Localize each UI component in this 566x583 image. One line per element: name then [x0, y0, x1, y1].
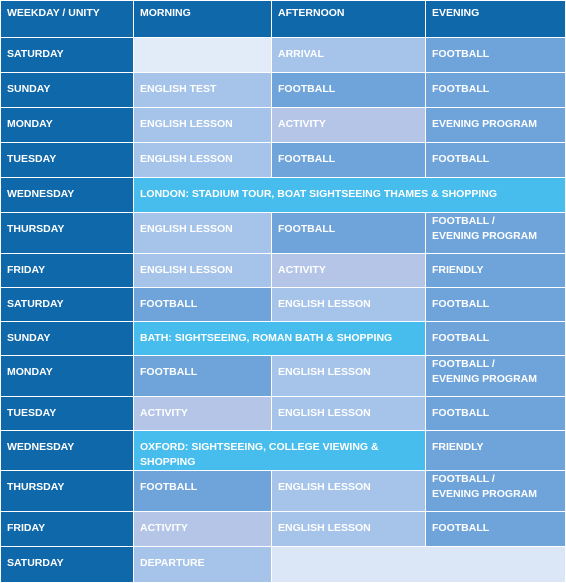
- excursion-cell: OXFORD: SIGHTSEEING, COLLEGE VIEWING & S…: [133, 430, 426, 471]
- activity-cell: ENGLISH TEST: [133, 72, 272, 108]
- day-cell: SATURDAY: [0, 546, 134, 583]
- activity-cell: FOOTBALL / EVENING PROGRAM: [425, 470, 566, 512]
- activity-cell: ENGLISH LESSON: [133, 107, 272, 143]
- activity-cell: FOOTBALL / EVENING PROGRAM: [425, 355, 566, 397]
- activity-cell: FOOTBALL: [425, 396, 566, 431]
- activity-cell: FRIENDLY: [425, 253, 566, 288]
- activity-cell: ENGLISH LESSON: [271, 511, 426, 547]
- activity-cell: ENGLISH LESSON: [271, 287, 426, 322]
- table-row: SATURDAY FOOTBALL ENGLISH LESSON FOOTBAL…: [0, 287, 566, 322]
- day-cell: SATURDAY: [0, 37, 134, 73]
- table-row: WEDNESDAY LONDON: STADIUM TOUR, BOAT SIG…: [0, 177, 566, 213]
- day-cell: THURSDAY: [0, 470, 134, 512]
- table-row: SUNDAY ENGLISH TEST FOOTBALL FOOTBALL: [0, 72, 566, 108]
- activity-cell: FOOTBALL: [425, 142, 566, 178]
- activity-cell: [133, 37, 272, 73]
- day-cell: TUESDAY: [0, 396, 134, 431]
- table-row: TUESDAY ACTIVITY ENGLISH LESSON FOOTBALL: [0, 396, 566, 431]
- excursion-cell: LONDON: STADIUM TOUR, BOAT SIGHTSEEING T…: [133, 177, 566, 213]
- header-morning: MORNING: [133, 0, 272, 38]
- day-cell: MONDAY: [0, 107, 134, 143]
- activity-cell: ENGLISH LESSON: [271, 355, 426, 397]
- table-row: FRIDAY ENGLISH LESSON ACTIVITY FRIENDLY: [0, 253, 566, 288]
- table-row: WEDNESDAY OXFORD: SIGHTSEEING, COLLEGE V…: [0, 430, 566, 471]
- activity-cell: FRIENDLY: [425, 430, 566, 471]
- activity-cell: ENGLISH LESSON: [133, 212, 272, 254]
- activity-cell: ENGLISH LESSON: [271, 396, 426, 431]
- day-cell: FRIDAY: [0, 253, 134, 288]
- header-evening: EVENING: [425, 0, 566, 38]
- activity-cell: EVENING PROGRAM: [425, 107, 566, 143]
- activity-cell: ACTIVITY: [271, 107, 426, 143]
- excursion-cell: BATH: SIGHTSEEING, ROMAN BATH & SHOPPING: [133, 321, 426, 356]
- activity-cell: ENGLISH LESSON: [133, 142, 272, 178]
- day-cell: TUESDAY: [0, 142, 134, 178]
- empty-cell: [271, 546, 566, 583]
- table-row: THURSDAY FOOTBALL ENGLISH LESSON FOOTBAL…: [0, 470, 566, 512]
- activity-cell: ACTIVITY: [133, 396, 272, 431]
- activity-cell: FOOTBALL: [425, 287, 566, 322]
- activity-cell: ACTIVITY: [271, 253, 426, 288]
- header-weekday-unity: WEEKDAY / UNITY: [0, 0, 134, 38]
- activity-cell: FOOTBALL: [271, 142, 426, 178]
- day-cell: SUNDAY: [0, 321, 134, 356]
- day-cell: FRIDAY: [0, 511, 134, 547]
- activity-cell: FOOTBALL: [425, 511, 566, 547]
- table-row: MONDAY FOOTBALL ENGLISH LESSON FOOTBALL …: [0, 355, 566, 397]
- table-row: TUESDAY ENGLISH LESSON FOOTBALL FOOTBALL: [0, 142, 566, 178]
- table-row: THURSDAY ENGLISH LESSON FOOTBALL FOOTBAL…: [0, 212, 566, 254]
- table-row: FRIDAY ACTIVITY ENGLISH LESSON FOOTBALL: [0, 511, 566, 547]
- activity-cell: DEPARTURE: [133, 546, 272, 583]
- day-cell: WEDNESDAY: [0, 177, 134, 213]
- header-afternoon: AFTERNOON: [271, 0, 426, 38]
- activity-cell: FOOTBALL: [425, 321, 566, 356]
- day-cell: SATURDAY: [0, 287, 134, 322]
- activity-cell: FOOTBALL: [425, 37, 566, 73]
- table-row: SATURDAY ARRIVAL FOOTBALL: [0, 37, 566, 73]
- day-cell: THURSDAY: [0, 212, 134, 254]
- header-row: WEEKDAY / UNITY MORNING AFTERNOON EVENIN…: [0, 0, 566, 38]
- activity-cell: ACTIVITY: [133, 511, 272, 547]
- day-cell: SUNDAY: [0, 72, 134, 108]
- day-cell: WEDNESDAY: [0, 430, 134, 471]
- table-row: SUNDAY BATH: SIGHTSEEING, ROMAN BATH & S…: [0, 321, 566, 356]
- activity-cell: FOOTBALL: [271, 72, 426, 108]
- activity-cell: ENGLISH LESSON: [133, 253, 272, 288]
- activity-cell: ARRIVAL: [271, 37, 426, 73]
- activity-cell: FOOTBALL: [133, 287, 272, 322]
- activity-cell: FOOTBALL: [425, 72, 566, 108]
- activity-cell: FOOTBALL / EVENING PROGRAM: [425, 212, 566, 254]
- day-cell: MONDAY: [0, 355, 134, 397]
- activity-cell: FOOTBALL: [133, 470, 272, 512]
- table-row: MONDAY ENGLISH LESSON ACTIVITY EVENING P…: [0, 107, 566, 143]
- activity-cell: ENGLISH LESSON: [271, 470, 426, 512]
- activity-cell: FOOTBALL: [133, 355, 272, 397]
- activity-cell: FOOTBALL: [271, 212, 426, 254]
- table-row: SATURDAY DEPARTURE: [0, 546, 566, 583]
